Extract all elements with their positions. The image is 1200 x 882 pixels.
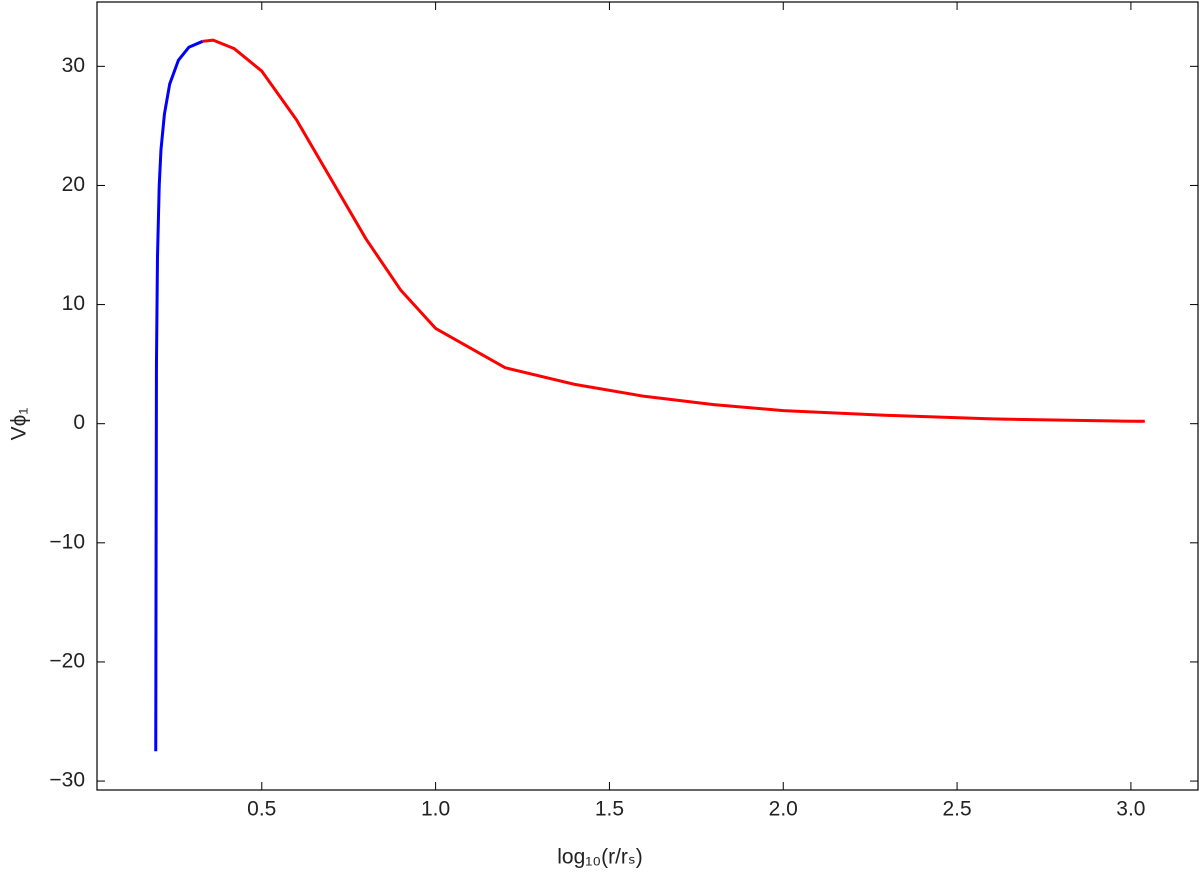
x-tick-label: 0.5 <box>247 798 276 821</box>
x-tick-label: 3.0 <box>1116 798 1145 821</box>
x-axis-label: log₁₀(r/rₛ) <box>557 846 642 869</box>
y-tick-label: −10 <box>49 530 85 553</box>
series-line <box>202 38 1145 423</box>
y-tick-label: 20 <box>62 173 85 196</box>
series-line <box>154 39 204 752</box>
y-tick-label: −20 <box>49 649 85 672</box>
y-tick-label: 0 <box>73 411 85 434</box>
x-tick-label: 1.5 <box>595 798 624 821</box>
y-axis-label: Vϕ₁ <box>8 408 31 441</box>
plot-frame <box>96 1 1199 791</box>
y-tick-label: 30 <box>62 54 85 77</box>
x-tick-label: 1.0 <box>421 798 450 821</box>
y-tick-label: 10 <box>62 292 85 315</box>
x-tick-label: 2.5 <box>942 798 971 821</box>
y-tick-label: −30 <box>49 769 85 792</box>
x-tick-label: 2.0 <box>769 798 798 821</box>
